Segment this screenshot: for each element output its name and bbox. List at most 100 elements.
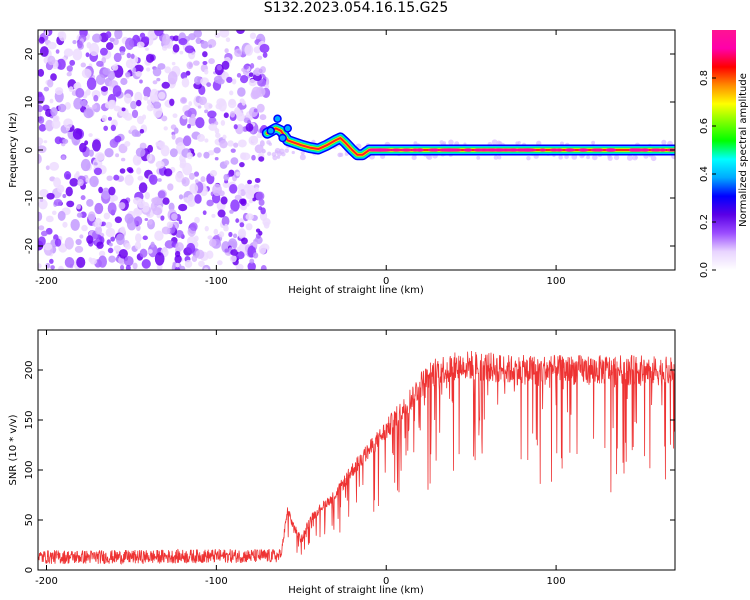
noise-blob xyxy=(214,156,219,161)
ridge-hotspot xyxy=(564,148,576,152)
noise-blob xyxy=(227,99,237,109)
noise-blob xyxy=(267,151,272,156)
noise-blob xyxy=(91,104,98,110)
noise-blob xyxy=(43,86,50,92)
noise-blob xyxy=(517,141,521,145)
noise-blob xyxy=(220,196,228,205)
noise-blob xyxy=(179,50,184,55)
noise-blob xyxy=(137,175,144,181)
noise-blob xyxy=(86,235,94,244)
noise-blob xyxy=(46,192,55,200)
noise-blob xyxy=(101,187,111,200)
noise-blob xyxy=(93,167,102,176)
ridge-hotspot xyxy=(442,148,453,152)
noise-blob xyxy=(255,191,265,201)
x-tick-label: 0 xyxy=(383,276,389,287)
noise-blob xyxy=(222,134,227,140)
noise-blob xyxy=(178,38,188,46)
noise-blob xyxy=(111,64,119,71)
noise-blob xyxy=(108,255,116,263)
noise-blob xyxy=(187,201,193,206)
ridge-hotspot xyxy=(549,148,559,152)
noise-blob xyxy=(194,179,199,184)
noise-blob xyxy=(169,148,178,158)
noise-blob xyxy=(204,69,209,75)
noise-blob xyxy=(75,171,80,176)
noise-blob xyxy=(257,55,263,60)
ridge-hotspot xyxy=(650,148,658,152)
noise-blob xyxy=(203,102,213,110)
noise-blob xyxy=(76,256,86,268)
noise-blob xyxy=(217,209,226,218)
noise-blob xyxy=(79,234,84,239)
noise-blob xyxy=(124,37,135,50)
noise-blob xyxy=(425,154,431,160)
noise-blob xyxy=(94,217,102,228)
noise-blob xyxy=(257,78,267,87)
noise-blob xyxy=(213,228,219,235)
noise-blob xyxy=(73,83,80,90)
noise-blob xyxy=(198,96,207,106)
colorbar-tick-label: 0.8 xyxy=(699,70,710,86)
noise-blob xyxy=(251,154,256,161)
colorbar-tick-label: 0.6 xyxy=(699,118,710,134)
noise-blob xyxy=(103,125,109,131)
noise-blob xyxy=(150,241,155,248)
noise-blob xyxy=(211,213,216,218)
noise-blob xyxy=(200,40,209,49)
noise-blob xyxy=(86,41,92,49)
noise-blob xyxy=(92,139,101,152)
noise-blob xyxy=(72,128,83,140)
noise-blob xyxy=(186,242,196,254)
noise-blob xyxy=(194,216,200,224)
noise-blob xyxy=(498,141,503,146)
noise-blob xyxy=(253,108,258,113)
noise-blob xyxy=(191,113,196,118)
y-tick-label: -20 xyxy=(24,238,35,254)
noise-blob xyxy=(239,230,245,238)
noise-blob xyxy=(252,73,262,82)
snr-series-line xyxy=(38,350,675,565)
noise-blob xyxy=(98,186,103,194)
noise-blob xyxy=(114,30,123,40)
noise-blob xyxy=(156,77,161,82)
noise-blob xyxy=(38,111,42,117)
noise-blob xyxy=(202,51,208,58)
noise-blob xyxy=(163,126,168,131)
noise-blob xyxy=(62,221,68,228)
noise-blob xyxy=(119,226,126,235)
noise-blob xyxy=(197,152,202,158)
noise-blob xyxy=(147,144,154,153)
noise-blob xyxy=(189,222,198,232)
noise-blob xyxy=(132,262,138,270)
noise-blob xyxy=(171,213,178,221)
ridge-hotspot xyxy=(524,148,532,152)
ridge-hotspot xyxy=(391,148,402,152)
ridge-hotspot xyxy=(367,148,378,152)
noise-blob xyxy=(161,226,171,235)
noise-blob xyxy=(38,137,44,145)
noise-blob xyxy=(439,140,444,145)
noise-blob xyxy=(247,261,256,270)
noise-blob xyxy=(235,218,240,223)
noise-blob xyxy=(143,86,152,98)
noise-blob xyxy=(109,37,115,43)
noise-blob xyxy=(135,233,142,243)
noise-blob xyxy=(114,216,122,224)
noise-blob xyxy=(124,112,133,121)
snr-y-label: SNR (10 * v/v) xyxy=(8,414,19,485)
noise-blob xyxy=(149,88,159,102)
noise-blob xyxy=(145,53,155,63)
noise-blob xyxy=(158,91,166,100)
noise-blob xyxy=(234,194,242,201)
x-tick-label: -200 xyxy=(35,276,58,287)
noise-blob xyxy=(139,129,145,134)
noise-blob xyxy=(188,116,197,127)
noise-blob xyxy=(263,221,270,229)
y-tick-label: 150 xyxy=(24,410,35,429)
noise-blob xyxy=(132,197,142,205)
snr-x-label: Height of straight line (km) xyxy=(288,585,424,596)
noise-blob xyxy=(132,67,137,73)
figure-title: S132.2023.054.16.15.G25 xyxy=(263,0,449,16)
noise-blob xyxy=(230,157,239,165)
